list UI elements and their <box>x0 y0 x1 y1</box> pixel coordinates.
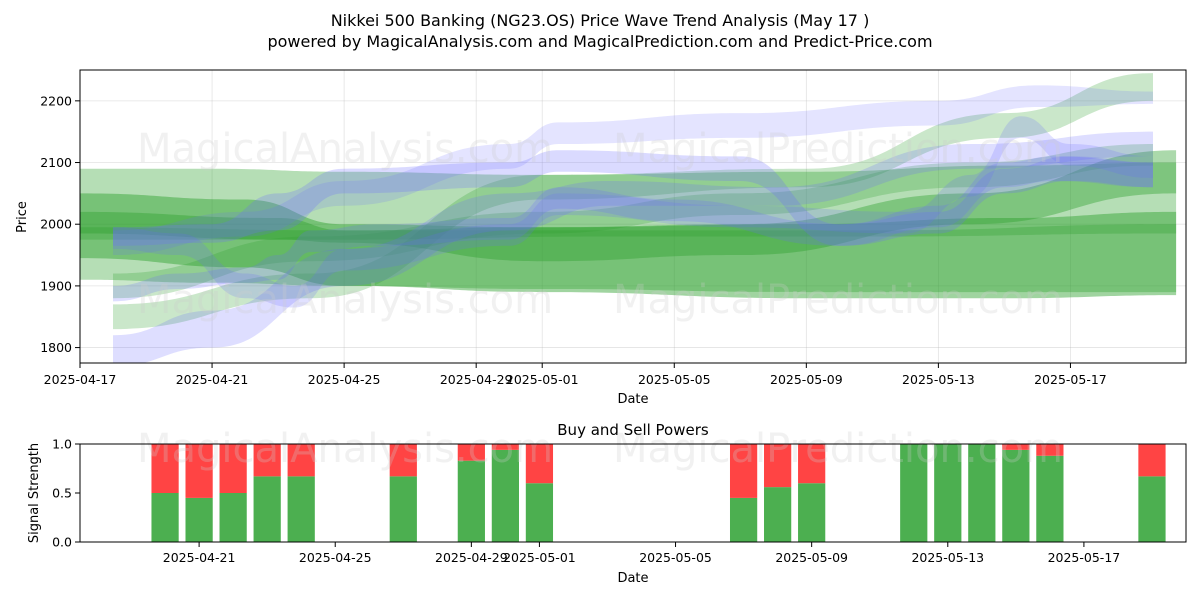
power-y-tick-label: 1.0 <box>52 437 72 452</box>
watermark-prediction-bottom: MagicalPrediction.com <box>613 426 1063 472</box>
power-chart-title: Buy and Sell Powers <box>557 421 709 439</box>
price-x-tick-label: 2025-05-13 <box>902 372 975 387</box>
price-y-axis-label: Price <box>15 201 30 233</box>
price-y-tick-label: 2100 <box>40 155 72 170</box>
watermark-analysis-mid: MagicalAnalysis.com <box>137 277 553 323</box>
sell-bar <box>764 444 792 488</box>
watermark-prediction-top: MagicalPrediction.com <box>613 126 1063 172</box>
sell-bar <box>253 444 281 477</box>
price-grid <box>79 70 1186 363</box>
green-wave-band <box>80 162 1177 293</box>
chart-subtitle: powered by MagicalAnalysis.com and Magic… <box>267 32 932 51</box>
price-y-tick-label: 1800 <box>40 340 72 355</box>
watermark-prediction-mid: MagicalPrediction.com <box>613 277 1063 323</box>
power-x-tick-label: 2025-05-05 <box>639 550 712 565</box>
blue-wave-band <box>113 150 1153 246</box>
buy-bar <box>457 460 485 542</box>
sell-bar <box>151 444 179 493</box>
sell-bar <box>525 444 554 484</box>
watermark-analysis-top: MagicalAnalysis.com <box>137 126 553 172</box>
buy-bar <box>900 444 928 542</box>
price-y-tick-label: 1900 <box>40 278 72 293</box>
buy-bar <box>1036 455 1064 542</box>
buy-bar <box>151 493 179 542</box>
price-y-tick-label: 2000 <box>40 217 72 232</box>
sell-bar <box>729 444 758 498</box>
price-y-tick-label: 2200 <box>40 93 72 108</box>
buy-bar <box>764 487 792 542</box>
power-x-axis-label: Date <box>617 571 648 586</box>
power-x-tick-label: 2025-05-09 <box>775 550 848 565</box>
price-x-tick-label: 2025-05-09 <box>770 372 843 387</box>
buy-bar <box>185 497 213 542</box>
buy-bar <box>389 476 417 542</box>
buy-bar <box>1002 449 1030 542</box>
power-bars <box>151 444 1166 542</box>
price-bands <box>80 73 1177 363</box>
price-plot-frame <box>79 69 1187 364</box>
blue-wave-band <box>113 156 1153 302</box>
price-wave-chart: MagicalAnalysis.com MagicalPrediction.co… <box>15 69 1187 407</box>
blue-wave-band <box>113 131 1153 363</box>
power-x-tick-label: 2025-05-01 <box>503 550 576 565</box>
chart-title: Nikkei 500 Banking (NG23.OS) Price Wave … <box>331 11 870 30</box>
power-x-tick-label: 2025-04-29 <box>435 550 508 565</box>
blue-wave-band <box>113 116 1153 308</box>
sell-bar <box>219 444 247 493</box>
sell-bar <box>491 444 519 450</box>
green-wave-band <box>80 193 1177 299</box>
sell-bar <box>1138 444 1166 477</box>
green-wave-band <box>80 224 1177 240</box>
watermark-analysis-bottom: MagicalAnalysis.com <box>137 426 553 472</box>
buy-sell-power-chart: Buy and Sell Powers MagicalAnalysis.com … <box>27 421 1187 586</box>
buy-bar <box>287 476 315 542</box>
buy-bar <box>525 483 554 542</box>
power-x-tick-label: 2025-05-13 <box>911 550 984 565</box>
buy-bar <box>934 444 962 542</box>
power-x-tick-label: 2025-04-21 <box>163 550 236 565</box>
price-axis-ticks: 2025-04-17 2025-04-21 2025-04-25 2025-04-29… <box>40 93 1107 387</box>
sell-bar <box>457 444 485 461</box>
power-y-tick-label: 0.0 <box>52 535 72 550</box>
power-x-tick-label: 2025-05-17 <box>1048 550 1121 565</box>
buy-bar <box>219 493 247 542</box>
green-wave-band <box>113 144 1153 299</box>
price-x-tick-label: 2025-04-21 <box>176 372 249 387</box>
price-x-tick-label: 2025-05-17 <box>1034 372 1107 387</box>
green-wave-band <box>80 150 1177 262</box>
price-x-tick-label: 2025-04-25 <box>308 372 381 387</box>
price-x-axis-label: Date <box>617 392 648 407</box>
price-x-tick-label: 2025-05-01 <box>506 372 579 387</box>
sell-bar <box>389 444 417 477</box>
sell-bar <box>1002 444 1030 450</box>
power-y-axis-label: Signal Strength <box>27 443 42 543</box>
power-x-tick-label: 2025-04-25 <box>299 550 372 565</box>
buy-bar <box>491 449 519 542</box>
buy-bar <box>729 497 758 542</box>
sell-bar <box>287 444 315 477</box>
power-axis-ticks: 2025-04-21 2025-04-25 2025-04-292025-05-01… <box>52 437 1120 566</box>
price-x-tick-label: 2025-04-29 <box>440 372 513 387</box>
green-wave-band <box>113 73 1153 330</box>
price-x-tick-label: 2025-04-17 <box>44 372 117 387</box>
buy-bar <box>798 483 826 542</box>
sell-bar <box>1036 444 1064 456</box>
sell-bar <box>185 444 213 498</box>
sell-bar <box>798 444 826 484</box>
blue-wave-band <box>113 85 1153 256</box>
price-x-tick-label: 2025-05-05 <box>638 372 711 387</box>
buy-bar <box>1138 476 1166 542</box>
buy-bar <box>253 476 281 542</box>
power-y-tick-label: 0.5 <box>52 486 72 501</box>
buy-bar <box>968 444 996 542</box>
